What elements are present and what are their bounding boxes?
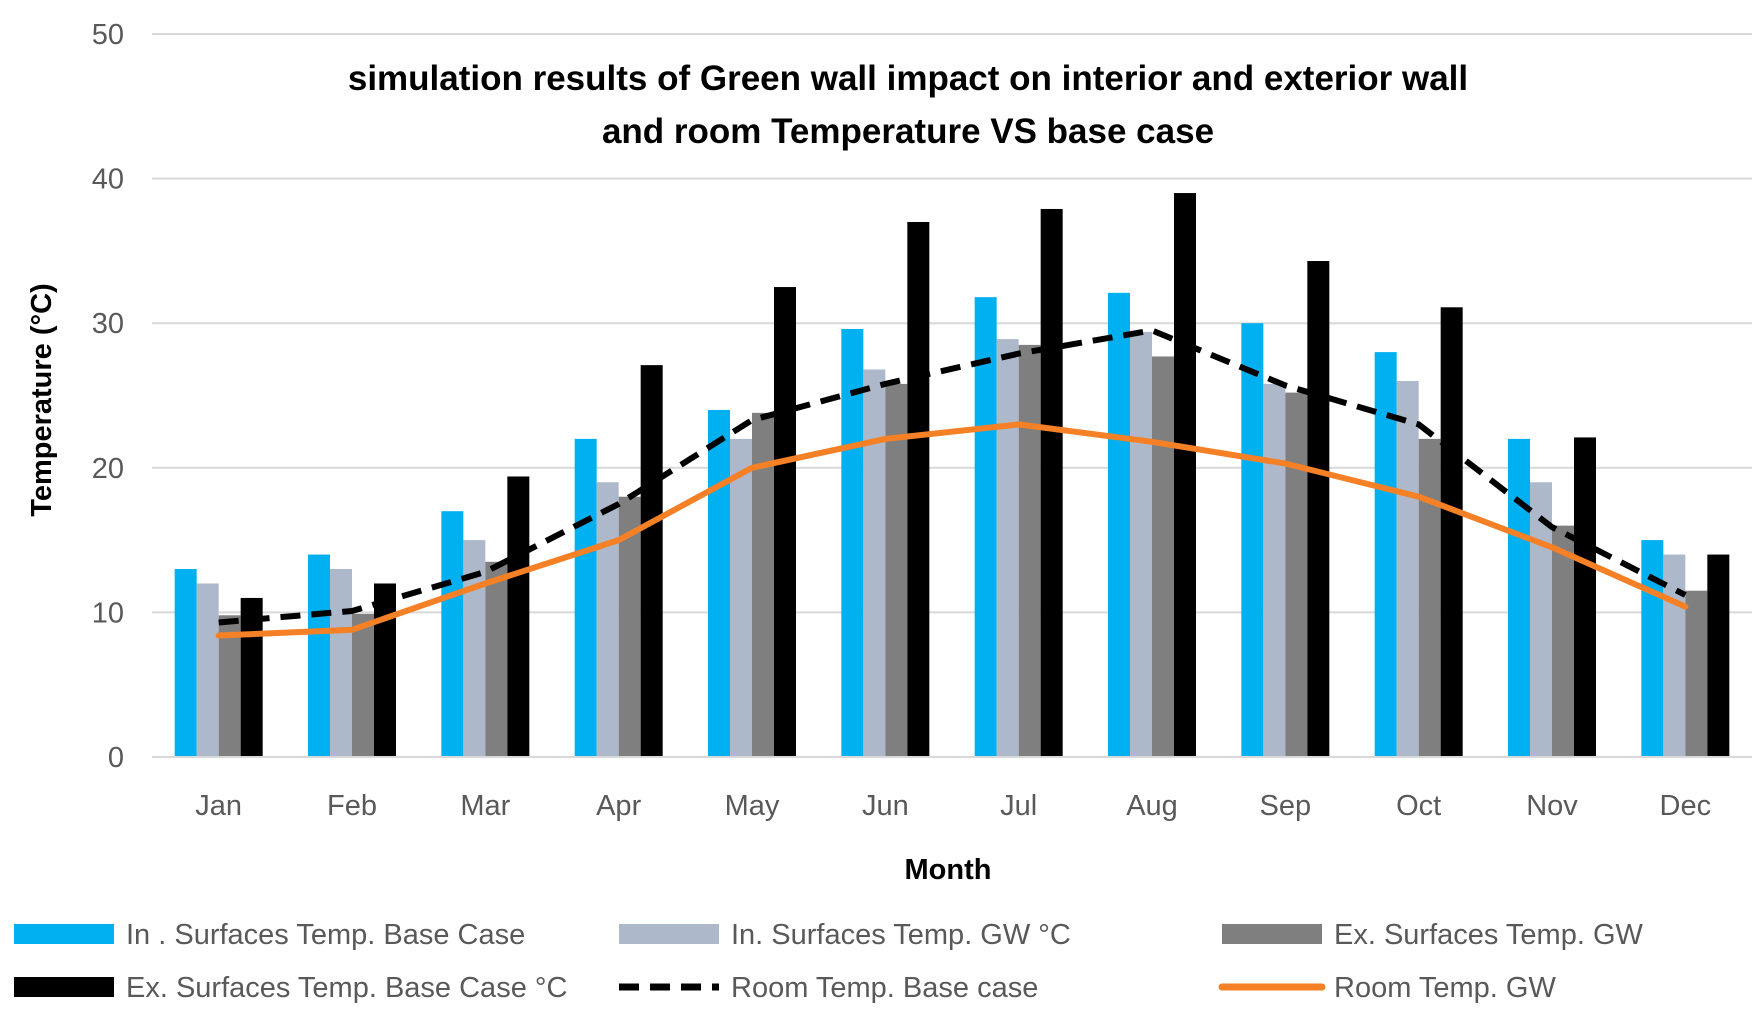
bar xyxy=(1241,323,1264,757)
x-tick-labels: Jan Feb Mar Apr May Jun Jul Aug Sep Oct Nov Dec xyxy=(195,790,1711,822)
legend-swatch xyxy=(14,924,114,944)
bar xyxy=(1707,554,1730,757)
bar xyxy=(485,561,508,757)
bar xyxy=(1440,307,1463,757)
y-tick-labels: 0 10 20 30 40 50 xyxy=(92,19,124,774)
bar xyxy=(841,328,864,757)
x-tick-label: May xyxy=(725,790,780,822)
x-tick-label: Oct xyxy=(1396,790,1441,822)
bar xyxy=(907,221,930,758)
y-tick-label: 40 xyxy=(92,164,124,196)
bar xyxy=(1285,392,1308,757)
bar xyxy=(574,438,597,757)
bar xyxy=(1641,540,1664,757)
legend-label: Room Temp. GW xyxy=(1334,972,1556,1004)
y-tick-label: 10 xyxy=(92,597,124,629)
x-tick-label: Nov xyxy=(1526,790,1578,822)
bar xyxy=(1396,381,1419,757)
legend-label: Room Temp. Base case xyxy=(731,972,1038,1004)
legend-swatch xyxy=(14,977,114,997)
x-axis-title: Month xyxy=(905,854,992,886)
x-tick-label: Jan xyxy=(195,790,242,822)
legend-swatch xyxy=(1222,924,1322,944)
bar xyxy=(441,511,464,757)
bar xyxy=(1018,344,1041,757)
bar xyxy=(708,409,730,757)
bar xyxy=(174,569,197,757)
y-axis-title: Temperature (°C) xyxy=(26,283,58,516)
bar xyxy=(1040,208,1063,757)
y-tick-label: 20 xyxy=(92,453,124,485)
legend-label: In . Surfaces Temp. Base Case xyxy=(126,919,525,951)
x-tick-label: Jul xyxy=(1000,790,1037,822)
bar xyxy=(374,583,396,757)
bar xyxy=(1152,356,1174,757)
bar xyxy=(863,369,886,757)
bar xyxy=(974,297,997,757)
bar xyxy=(1552,525,1574,757)
bar xyxy=(1108,292,1130,757)
y-tick-label: 0 xyxy=(108,742,124,774)
bar xyxy=(1508,438,1530,757)
bar xyxy=(1574,437,1596,757)
x-tick-label: Dec xyxy=(1660,790,1712,822)
series-line-room-gw xyxy=(215,421,1689,639)
x-tick-label: Sep xyxy=(1260,790,1312,822)
bar xyxy=(1685,590,1708,757)
bar xyxy=(885,383,908,757)
legend: In . Surfaces Temp. Base Case In. Surface… xyxy=(14,919,1644,1004)
bar xyxy=(640,365,663,757)
x-tick-label: Jun xyxy=(862,790,909,822)
x-tick-label: Apr xyxy=(596,790,641,822)
gridlines xyxy=(152,33,1752,614)
bar xyxy=(996,339,1019,757)
bar xyxy=(730,438,752,757)
bar xyxy=(1530,482,1552,757)
bar xyxy=(1418,438,1441,757)
bar xyxy=(352,613,374,757)
y-tick-label: 30 xyxy=(92,308,124,340)
bar xyxy=(218,615,241,757)
bar xyxy=(463,540,486,757)
bar xyxy=(330,569,352,757)
bar xyxy=(1130,331,1152,757)
bars-layer xyxy=(174,193,1730,758)
chart-title-line-1: simulation results of Green wall impact … xyxy=(348,59,1468,98)
y-tick-label: 50 xyxy=(92,19,124,51)
chart-title-line-2: and room Temperature VS base case xyxy=(602,112,1214,151)
x-tick-label: Aug xyxy=(1126,790,1178,822)
bar xyxy=(1174,193,1196,757)
x-tick-label: Feb xyxy=(327,790,377,822)
bar xyxy=(1263,383,1286,757)
legend-label: Ex. Surfaces Temp. Base Case °C xyxy=(126,972,567,1004)
lines-layer xyxy=(215,327,1689,639)
bar xyxy=(308,554,330,757)
bar xyxy=(196,583,219,757)
bar xyxy=(774,287,796,757)
legend-label: Ex. Surfaces Temp. GW xyxy=(1334,919,1644,951)
bar xyxy=(618,496,641,757)
bar xyxy=(1374,352,1397,757)
bar xyxy=(1307,261,1330,757)
bar xyxy=(752,412,774,757)
legend-label: In. Surfaces Temp. GW °C xyxy=(731,919,1071,951)
legend-swatch xyxy=(619,924,719,944)
series-line-room-base-case xyxy=(218,327,1687,626)
x-tick-label: Mar xyxy=(460,790,510,822)
bar xyxy=(240,597,263,757)
bar xyxy=(596,482,619,757)
bar xyxy=(507,476,530,757)
